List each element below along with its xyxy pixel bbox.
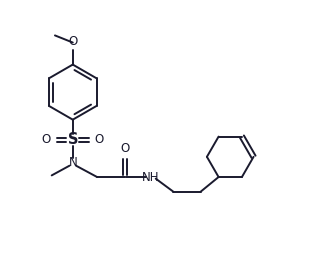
Text: NH: NH <box>142 171 159 183</box>
Text: O: O <box>95 133 104 146</box>
Text: S: S <box>67 132 78 147</box>
Text: O: O <box>120 142 129 155</box>
Text: O: O <box>68 35 77 48</box>
Text: O: O <box>42 133 51 146</box>
Text: N: N <box>68 156 77 169</box>
